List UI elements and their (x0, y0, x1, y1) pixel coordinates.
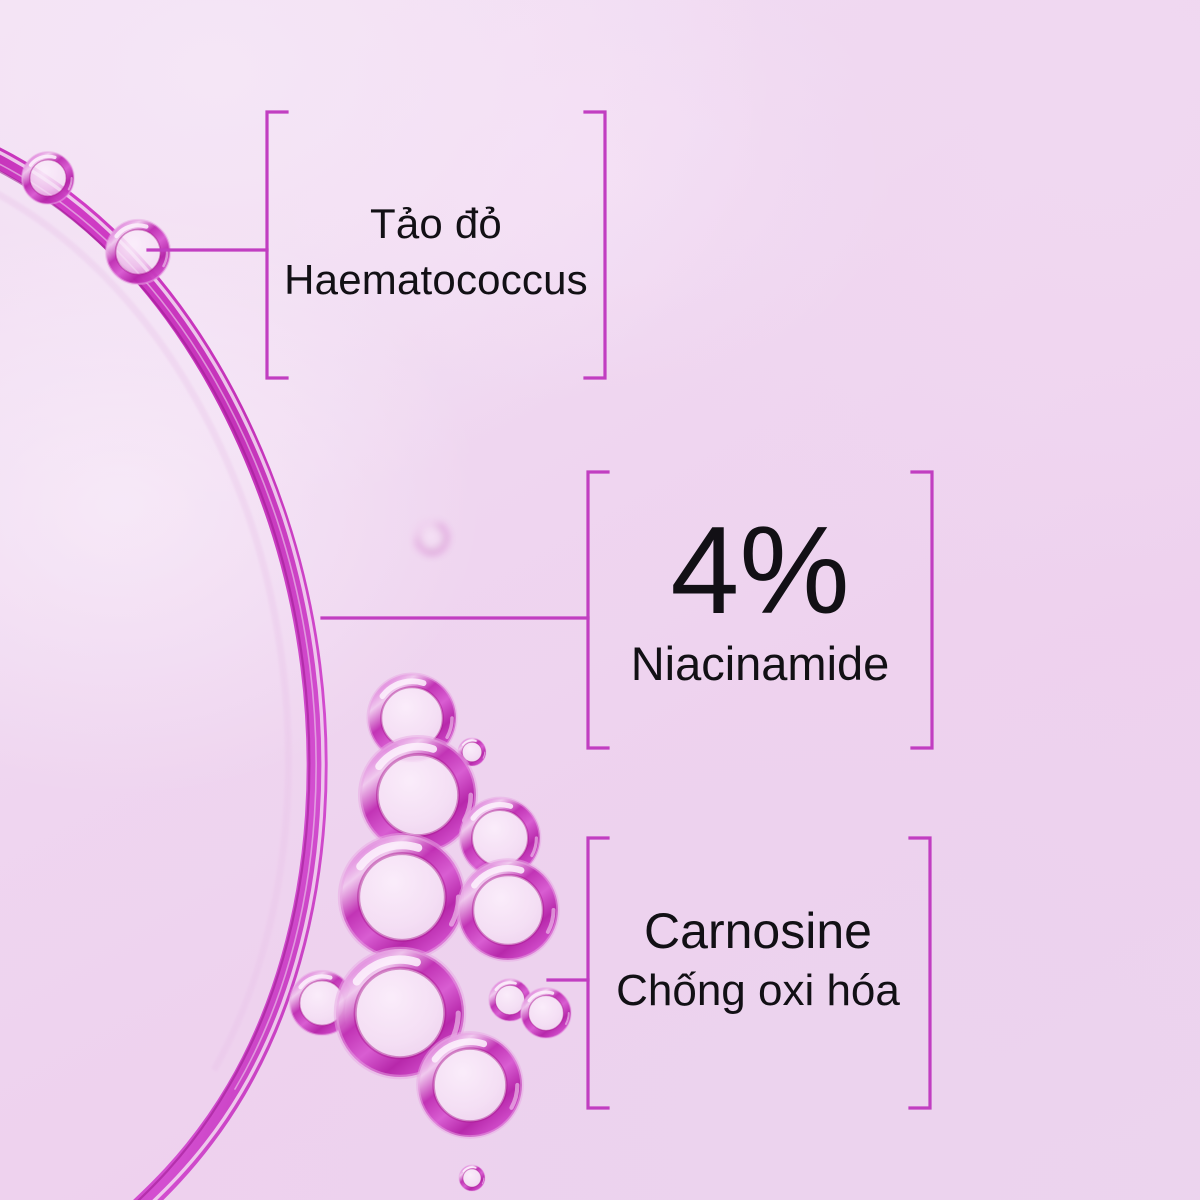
bubble-cluster (21, 151, 572, 1192)
bubble (456, 858, 560, 962)
callout-label-niacinamide: Niacinamide (630, 637, 890, 690)
bubble (458, 1164, 486, 1192)
callout-label-antioxidant: Chống oxi hóa (616, 966, 900, 1015)
bubble (457, 737, 487, 767)
bubble (21, 151, 75, 205)
liquid-arc (0, 147, 328, 1200)
bubble (104, 218, 172, 286)
callout-bracket-tao-do (120, 100, 640, 400)
callout-bracket-carnosine (520, 826, 970, 1126)
callout-bracket-niacinamide (300, 460, 960, 770)
callout-value-percent: 4% (670, 502, 850, 640)
bubble (337, 832, 467, 962)
bubble (416, 1031, 524, 1139)
callout-text-tao-do: Tảo đỏ Haematococcus (260, 196, 612, 308)
bubble (414, 520, 450, 556)
callout-line-2: Haematococcus (284, 256, 588, 303)
bubble (520, 987, 572, 1039)
callout-label-carnosine: Carnosine (644, 903, 872, 959)
callout-line-1: Tảo đỏ (370, 200, 502, 247)
bubble (333, 946, 467, 1080)
callout-text-niacinamide: 4% Niacinamide (586, 502, 934, 698)
callout-text-carnosine: Carnosine Chống oxi hóa (584, 900, 932, 1020)
